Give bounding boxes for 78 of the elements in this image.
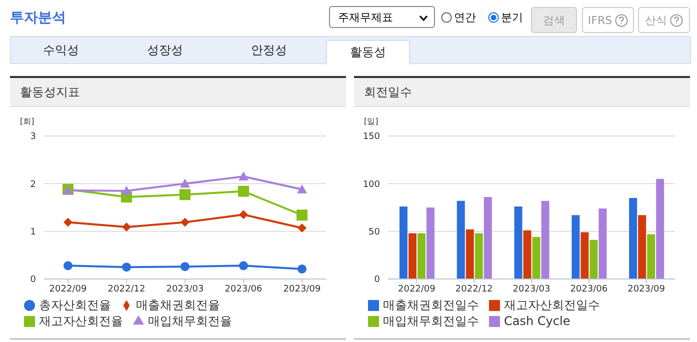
- text: 안정성: [250, 42, 288, 59]
- text: IFRS: [588, 14, 612, 26]
- bar: [466, 229, 474, 279]
- text: 활동성: [326, 40, 410, 65]
- x-tick-label: 2022/09: [398, 284, 436, 294]
- y-tick-label: 2: [30, 180, 36, 190]
- x-tick-label: 2023/03: [512, 284, 550, 294]
- point: [64, 218, 72, 227]
- bar: [532, 237, 540, 279]
- bar: [580, 232, 589, 279]
- legend-label: 재고자산회전일수: [504, 298, 600, 312]
- bar: [572, 215, 580, 279]
- dropdown-field: 주재무제표: [329, 6, 435, 28]
- x-tick-label: 2023/09: [283, 284, 321, 294]
- point: [296, 210, 308, 221]
- x-tick-label: 2022/12: [455, 284, 493, 294]
- legend-label: 매입채무회전율: [148, 314, 232, 328]
- point: [64, 261, 72, 270]
- x-tick-label: 2023/03: [166, 284, 204, 294]
- text: 검색: [531, 7, 577, 33]
- bar: [638, 215, 646, 279]
- bar: [598, 208, 607, 279]
- y-tick-label: 50: [368, 228, 380, 238]
- text: 성장성: [146, 42, 184, 59]
- bar: [523, 230, 532, 279]
- point: [180, 178, 190, 188]
- point: [122, 186, 132, 195]
- x-tick-label: 2022/12: [108, 284, 146, 294]
- point: [180, 218, 190, 227]
- point: [298, 264, 306, 274]
- y-axis-title: [회]: [20, 116, 34, 127]
- point: [238, 186, 249, 197]
- bar: [426, 208, 434, 279]
- y-tick-label: 0: [374, 275, 380, 286]
- y-tick-label: 100: [362, 180, 380, 190]
- legend-label: 총자산회전율: [39, 298, 111, 312]
- point: [297, 184, 307, 194]
- x-tick-label: 2023/06: [570, 284, 608, 294]
- point: [180, 262, 190, 272]
- y-tick-label: 0: [30, 275, 36, 286]
- point: [180, 189, 190, 200]
- text: 수익성: [42, 42, 80, 59]
- y-axis-title: [일]: [364, 116, 378, 127]
- point: [238, 172, 248, 181]
- bar: [474, 233, 483, 279]
- chart-title: 회전일수: [354, 76, 690, 107]
- y-tick-label: 150: [362, 132, 380, 142]
- bar: [399, 206, 408, 279]
- legend-label: 매입채무회전일수: [383, 314, 479, 328]
- legend-label: Cash Cycle: [504, 314, 570, 328]
- x-tick-label: 2023/06: [224, 284, 262, 294]
- point: [239, 210, 248, 220]
- bar: [456, 200, 465, 279]
- y-tick-label: 1: [30, 228, 36, 238]
- bar: [484, 197, 492, 279]
- bar: [541, 200, 550, 279]
- bar: [647, 234, 656, 279]
- chart-title: 활동성지표: [10, 76, 346, 107]
- x-tick-label: 2023/09: [628, 284, 666, 294]
- text: 산식: [645, 12, 667, 28]
- bar: [590, 240, 598, 279]
- bar: [514, 206, 522, 279]
- bar: [408, 233, 416, 279]
- point: [122, 262, 131, 272]
- bar: [656, 178, 664, 279]
- y-tick-label: 3: [30, 132, 36, 142]
- text: 투자분석: [10, 9, 66, 27]
- legend-label: 매출채권회전율: [136, 298, 220, 312]
- text: 연간: [454, 10, 476, 25]
- point: [239, 261, 248, 270]
- legend-label: 매출채권회전일수: [383, 298, 479, 312]
- point: [298, 223, 306, 232]
- x-tick-label: 2022/09: [49, 284, 87, 294]
- point: [122, 222, 131, 232]
- legend-label: 재고자산회전율: [39, 314, 123, 328]
- text: 분기: [501, 10, 523, 25]
- bar: [417, 233, 426, 279]
- bar: [629, 198, 638, 279]
